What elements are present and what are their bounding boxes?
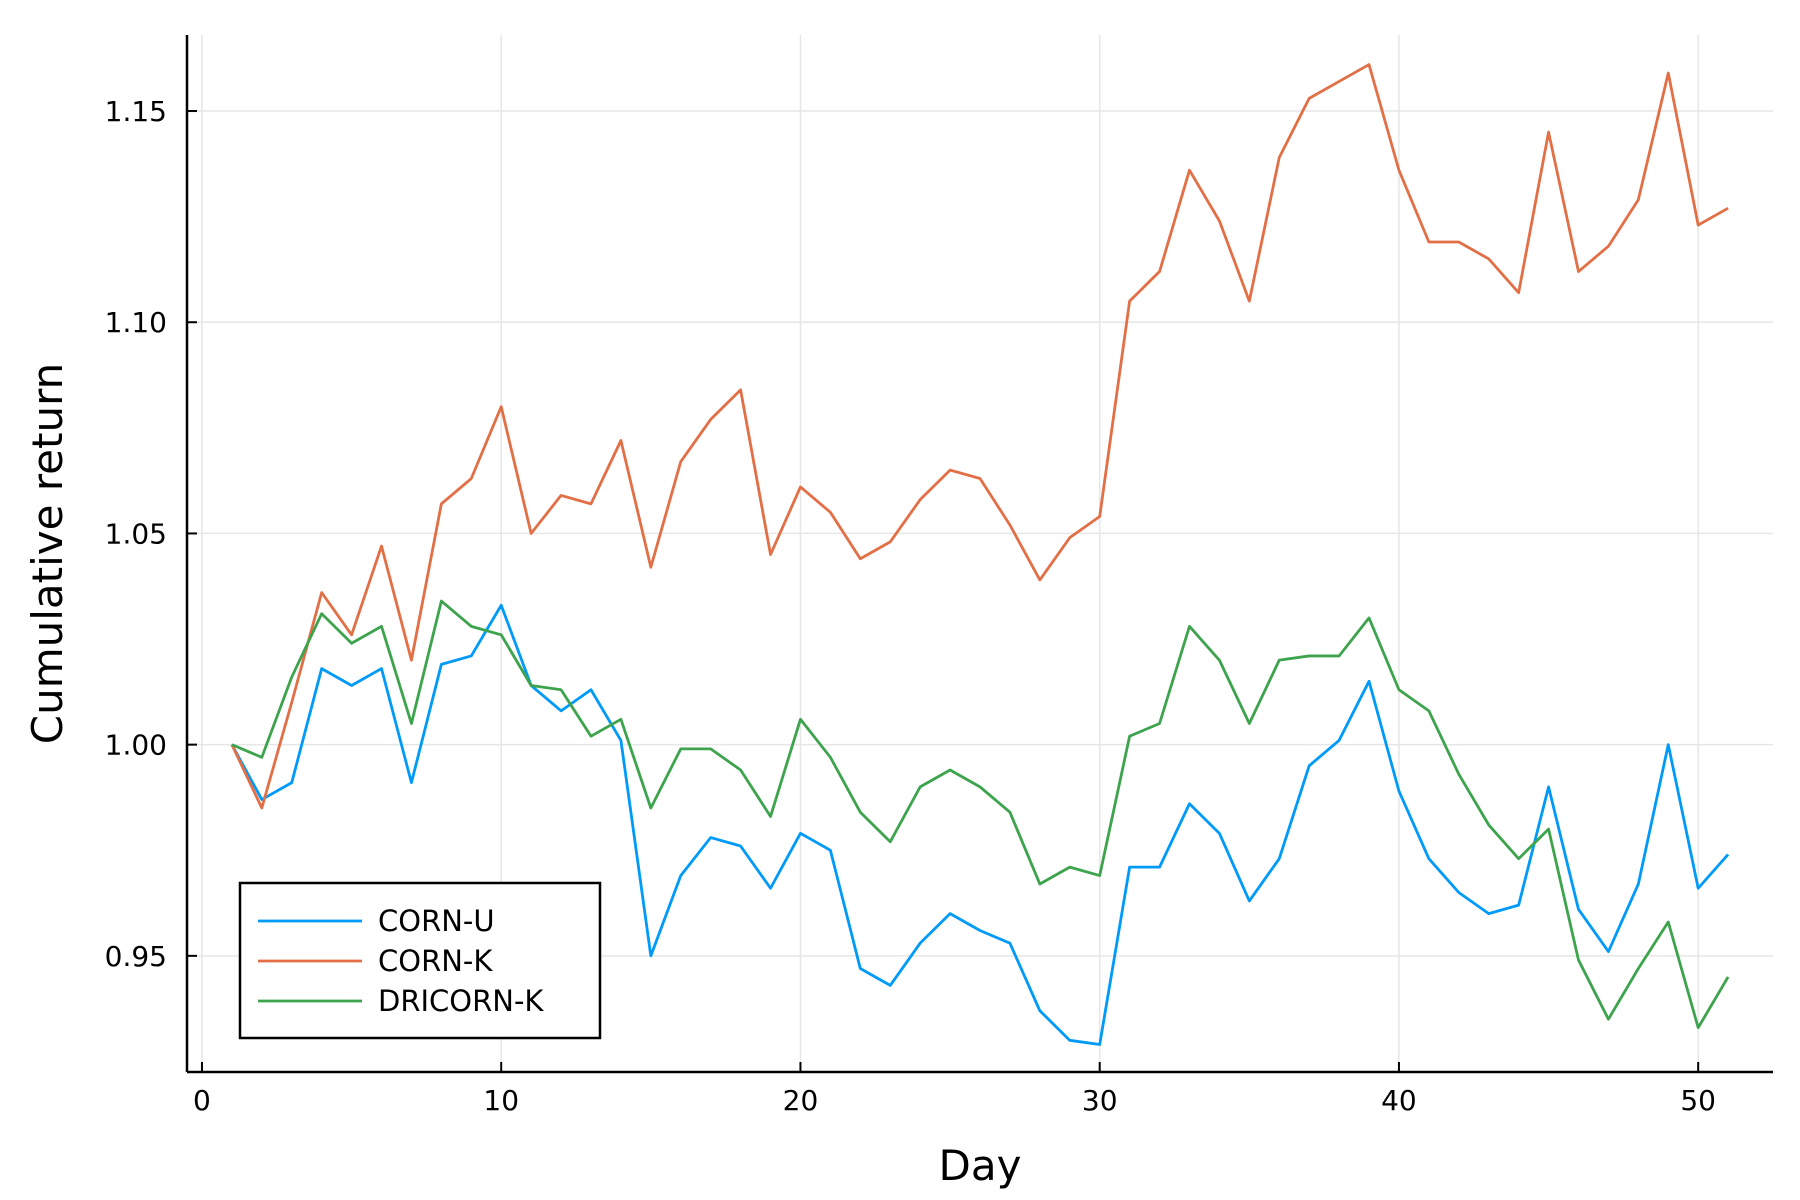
x-tick-label: 40	[1381, 1084, 1417, 1117]
tick-labels: 0 10 20 30 40 50 0.95 1.00 1.05 1.10 1.15	[105, 95, 1716, 1117]
y-tick-label: 1.10	[105, 306, 167, 339]
y-tick-label: 1.00	[105, 729, 167, 762]
x-tick-label: 50	[1680, 1084, 1716, 1117]
y-axis-title: Cumulative return	[23, 363, 72, 745]
y-tick-label: 1.05	[105, 517, 167, 550]
legend-label-dricorn-k: DRICORN-K	[378, 984, 544, 1018]
x-axis-title: Day	[939, 1141, 1022, 1190]
series-lines	[230, 63, 1730, 1046]
y-tick-label: 1.15	[105, 95, 167, 128]
x-tick-label: 10	[483, 1084, 519, 1117]
series-line-dricorn-k	[231, 599, 1730, 1030]
axes	[185, 35, 1773, 1074]
x-tick-label: 0	[193, 1084, 211, 1117]
legend-label-corn-k: CORN-K	[378, 944, 493, 978]
legend-label-corn-u: CORN-U	[378, 904, 495, 938]
legend: CORN-U CORN-K DRICORN-K	[238, 881, 602, 1040]
series-line-corn-u	[230, 603, 1730, 1046]
y-tick-label: 0.95	[105, 940, 167, 973]
x-tick-label: 30	[1082, 1084, 1118, 1117]
grid-lines	[187, 35, 1773, 1072]
x-tick-label: 20	[783, 1084, 819, 1117]
series-line-corn-k	[230, 63, 1729, 810]
